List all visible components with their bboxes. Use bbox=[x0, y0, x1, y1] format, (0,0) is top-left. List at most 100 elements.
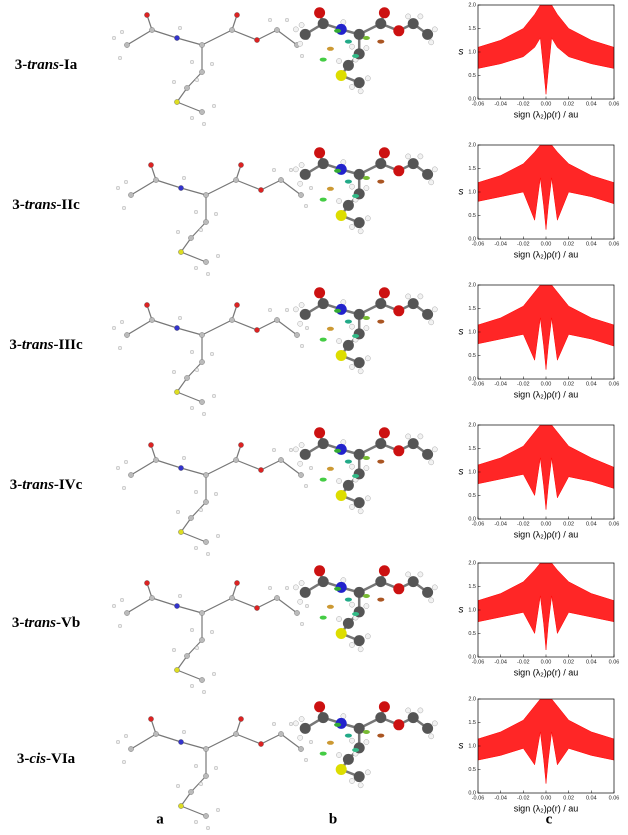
h-atom bbox=[405, 153, 412, 160]
h-atom bbox=[349, 183, 355, 190]
h-atom bbox=[417, 707, 424, 714]
nci-surface bbox=[326, 46, 334, 51]
nci-surface bbox=[377, 733, 385, 738]
h-atom bbox=[117, 346, 122, 351]
atom bbox=[375, 438, 387, 450]
rdg-area bbox=[478, 563, 614, 650]
label-part: 3- bbox=[12, 615, 25, 631]
atom bbox=[317, 576, 329, 588]
bond bbox=[280, 179, 302, 196]
x-tick-label: 0.02 bbox=[563, 659, 574, 665]
h-atom bbox=[211, 672, 216, 677]
x-tick-label: -0.02 bbox=[517, 521, 530, 527]
y-tick-label: 0.0 bbox=[468, 654, 476, 660]
nci-surface bbox=[377, 39, 385, 44]
h-atom bbox=[119, 598, 124, 603]
bond bbox=[130, 179, 157, 196]
bond bbox=[186, 71, 203, 89]
h-atom bbox=[285, 18, 290, 23]
label-part: 3- bbox=[15, 57, 28, 73]
h-atom bbox=[297, 180, 304, 187]
h-atom bbox=[364, 215, 371, 222]
h-atom bbox=[364, 633, 371, 640]
atom bbox=[335, 627, 347, 639]
x-axis-label: sign (λ₂)ρ(r) / au bbox=[514, 249, 579, 259]
label-part: -Ia bbox=[59, 57, 78, 73]
h-atom bbox=[431, 306, 438, 313]
atom bbox=[149, 595, 155, 601]
h-atom bbox=[297, 460, 304, 467]
atom bbox=[378, 427, 390, 439]
atom bbox=[199, 677, 205, 683]
y-tick-label: 1.5 bbox=[468, 166, 476, 172]
atom bbox=[144, 302, 150, 308]
h-atom bbox=[119, 320, 124, 325]
y-tick-label: 0.5 bbox=[468, 213, 476, 219]
atom bbox=[278, 177, 284, 183]
h-atom bbox=[298, 442, 305, 448]
h-atom bbox=[272, 448, 277, 453]
h-atom bbox=[193, 209, 198, 214]
atom bbox=[148, 716, 154, 722]
bond bbox=[176, 605, 203, 614]
x-tick-label: 0.00 bbox=[541, 521, 552, 527]
x-tick-label: 0.06 bbox=[609, 659, 620, 665]
atom bbox=[393, 445, 405, 457]
h-atom bbox=[417, 433, 424, 440]
atom bbox=[178, 185, 184, 191]
atom bbox=[294, 610, 300, 616]
atom bbox=[407, 712, 419, 724]
h-atom bbox=[363, 45, 370, 51]
y-axis-label: s bbox=[459, 605, 464, 616]
atom bbox=[233, 177, 239, 183]
h-atom bbox=[417, 153, 424, 160]
atom bbox=[229, 595, 235, 601]
atom bbox=[258, 187, 264, 193]
h-atom bbox=[298, 580, 305, 586]
x-tick-label: 0.00 bbox=[541, 101, 552, 107]
h-atom bbox=[181, 175, 186, 180]
nci-surface bbox=[362, 176, 370, 180]
bond bbox=[190, 221, 207, 239]
label-part: -Vb bbox=[56, 615, 80, 631]
atom bbox=[188, 789, 194, 795]
h-atom bbox=[121, 486, 126, 491]
bond bbox=[180, 741, 207, 750]
h-atom bbox=[363, 325, 370, 331]
h-atom bbox=[336, 752, 342, 758]
y-tick-label: 1.5 bbox=[468, 26, 476, 32]
nci-surface bbox=[326, 326, 334, 331]
h-atom bbox=[292, 306, 299, 313]
row-label: 3-trans-Ia bbox=[15, 57, 78, 73]
x-tick-label: 0.00 bbox=[541, 659, 552, 665]
atom bbox=[149, 27, 155, 33]
y-tick-label: 1.5 bbox=[468, 446, 476, 452]
h-atom bbox=[177, 594, 182, 599]
nci-surface bbox=[344, 179, 352, 184]
atom bbox=[199, 637, 205, 643]
atom bbox=[317, 298, 329, 310]
atom bbox=[203, 773, 209, 779]
h-atom bbox=[349, 463, 355, 470]
atom bbox=[174, 389, 180, 395]
y-tick-label: 1.0 bbox=[468, 329, 476, 335]
bond bbox=[126, 29, 153, 46]
h-atom bbox=[431, 26, 438, 33]
atom bbox=[353, 217, 365, 229]
nci-surface bbox=[377, 179, 385, 184]
h-atom bbox=[292, 720, 299, 727]
atom bbox=[314, 147, 326, 159]
h-atom bbox=[349, 43, 355, 50]
h-atom bbox=[357, 782, 364, 789]
nci-surface bbox=[319, 57, 327, 62]
atom bbox=[233, 457, 239, 463]
h-atom bbox=[428, 597, 435, 604]
x-tick-label: 0.02 bbox=[563, 381, 574, 387]
bond bbox=[231, 29, 258, 41]
h-atom bbox=[305, 326, 310, 331]
atom bbox=[174, 99, 180, 105]
h-atom bbox=[213, 211, 218, 216]
nci-surface bbox=[334, 722, 342, 727]
chart: -0.06 -0.04 -0.02 0.00 0.02 0.04 0.06 0.0 0.5 1.0… bbox=[459, 2, 620, 119]
atom bbox=[342, 617, 354, 629]
